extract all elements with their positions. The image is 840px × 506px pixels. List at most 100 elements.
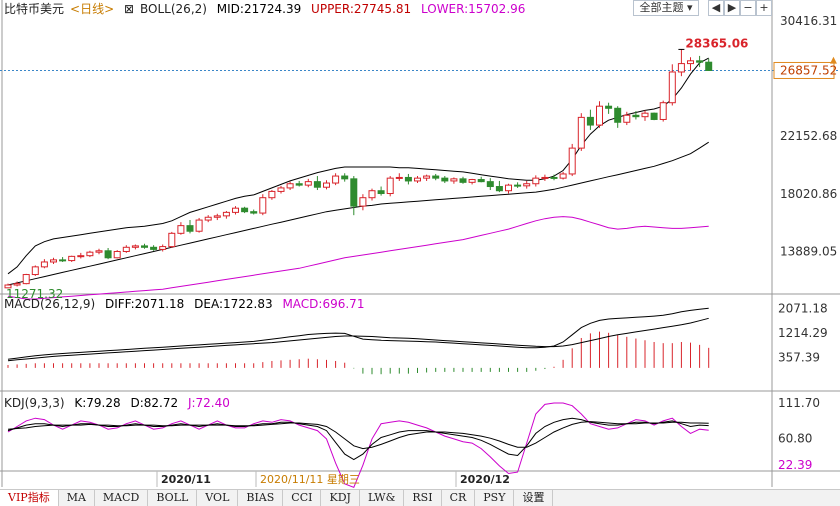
theme-select-button[interactable]: 全部主题 ▾ <box>633 0 699 16</box>
tab-bias[interactable]: BIAS <box>238 490 284 506</box>
boll-upper: UPPER:27745.81 <box>311 2 412 16</box>
tab-cr[interactable]: CR <box>442 490 476 506</box>
candle-body <box>86 251 94 257</box>
candle-body <box>395 176 403 179</box>
candle-body <box>241 207 249 213</box>
tab-ma[interactable]: MA <box>59 490 95 506</box>
macd-header: MACD(26,12,9) DIFF:2071.18 DEA:1722.83 M… <box>4 297 370 311</box>
candle-body <box>131 245 139 248</box>
candle-body <box>122 246 130 252</box>
candle-body <box>532 177 540 185</box>
candle-body <box>286 183 294 189</box>
candle-body <box>341 175 349 180</box>
candle-body <box>596 105 603 126</box>
candle-body <box>687 60 694 65</box>
macd-panel <box>7 307 710 375</box>
boll-lower: LOWER:15702.96 <box>420 2 526 16</box>
candle-body <box>668 71 676 104</box>
candle-body <box>159 246 167 250</box>
tab-lw[interactable]: LW& <box>360 490 405 506</box>
prev-button[interactable]: ◀ <box>708 0 724 16</box>
candle-body <box>386 177 394 195</box>
kdj-k: K:79.28 <box>74 396 121 410</box>
kdj-d-line <box>7 421 709 450</box>
candle-body <box>559 173 567 179</box>
indicator-tabs: VIP指标 MA MACD BOLL VOL BIAS CCI KDJ LW& … <box>0 489 840 506</box>
tab-macd[interactable]: MACD <box>95 490 149 506</box>
low-marker-label: 11271.32 <box>6 287 63 301</box>
axis-labels: 30416.31 22152.68 18020.86 13889.05 26857.52… <box>156 14 837 487</box>
candle-body <box>213 215 221 218</box>
candle-body <box>4 284 12 289</box>
tab-psy[interactable]: PSY <box>475 490 515 506</box>
date-label: 2020/11 <box>161 473 211 486</box>
macd-diff-line <box>7 307 709 360</box>
tab-settings[interactable]: 设置 <box>514 490 554 506</box>
zoom-out-button[interactable]: − <box>740 0 756 16</box>
period-label[interactable]: <日线> <box>70 2 115 16</box>
candle-body <box>568 147 576 175</box>
kdj-axis-label: 60.80 <box>778 431 812 445</box>
candle-body <box>414 177 421 182</box>
date-label: 2020/11/11 星期三 <box>260 473 360 486</box>
candle-body <box>195 219 203 232</box>
candle-body <box>232 207 239 213</box>
tab-cci[interactable]: CCI <box>283 490 322 506</box>
candle-body <box>441 177 449 182</box>
candle-body <box>404 176 412 182</box>
candle-body <box>77 255 85 258</box>
candle-body <box>141 245 148 248</box>
high-marker-label: 28365.06 <box>685 36 748 50</box>
candle-body <box>304 181 312 186</box>
candle-body <box>177 225 185 234</box>
candle-body <box>450 178 458 182</box>
candle-body <box>705 61 713 71</box>
candle-body <box>31 266 39 276</box>
arrow-up-icon: ▲ <box>830 55 837 65</box>
arrow-left-icon: ◀ <box>711 1 721 14</box>
candle-body <box>605 105 613 109</box>
zoom-in-icon: + <box>759 1 769 14</box>
candle-body <box>423 175 431 179</box>
candle-body <box>586 116 594 126</box>
candle-body <box>432 175 440 179</box>
boll-mid: MID:21724.39 <box>216 2 302 16</box>
candle-body <box>250 211 258 214</box>
tab-vol[interactable]: VOL <box>197 490 239 506</box>
kdj-j: J:72.40 <box>187 396 230 410</box>
candle-body <box>377 190 385 195</box>
candle-body <box>359 197 367 207</box>
kdj-axis-label: 22.39 <box>778 458 812 472</box>
candle-body <box>614 107 622 123</box>
next-button[interactable]: ▶ <box>724 0 740 16</box>
candle-body <box>186 225 194 232</box>
tab-rsi[interactable]: RSI <box>404 490 442 506</box>
candle-body <box>541 176 549 179</box>
candle-body <box>95 250 103 253</box>
candle-body <box>168 232 176 248</box>
zoom-in-button[interactable]: + <box>756 0 772 16</box>
tab-kdj[interactable]: KDJ <box>321 490 360 506</box>
theme-select-label: 全部主题 <box>639 1 684 14</box>
macd-dea-line <box>7 317 709 362</box>
candle-body <box>696 60 704 63</box>
zoom-out-icon: − <box>743 1 753 14</box>
boll-lower-line <box>7 216 709 300</box>
kdj-d: D:82.72 <box>130 396 179 410</box>
candle-body <box>295 183 303 186</box>
kdj-panel <box>7 402 709 488</box>
tab-vip[interactable]: VIP指标 <box>0 490 59 506</box>
candle-body <box>40 261 48 268</box>
macd-label: MACD(26,12,9) <box>4 297 96 311</box>
candle-body <box>550 176 558 179</box>
candle-body <box>222 211 230 217</box>
macd-dea: DEA:1722.83 <box>194 297 273 311</box>
candle-body <box>332 175 340 184</box>
tab-boll[interactable]: BOLL <box>148 490 198 506</box>
price-axis-label: 22152.68 <box>780 129 837 143</box>
candle-body <box>13 283 21 286</box>
macd-axis-label: 2071.18 <box>778 301 828 315</box>
macd-axis-label: 357.39 <box>778 351 820 365</box>
candle-body <box>459 178 467 183</box>
candle-body <box>50 259 57 263</box>
